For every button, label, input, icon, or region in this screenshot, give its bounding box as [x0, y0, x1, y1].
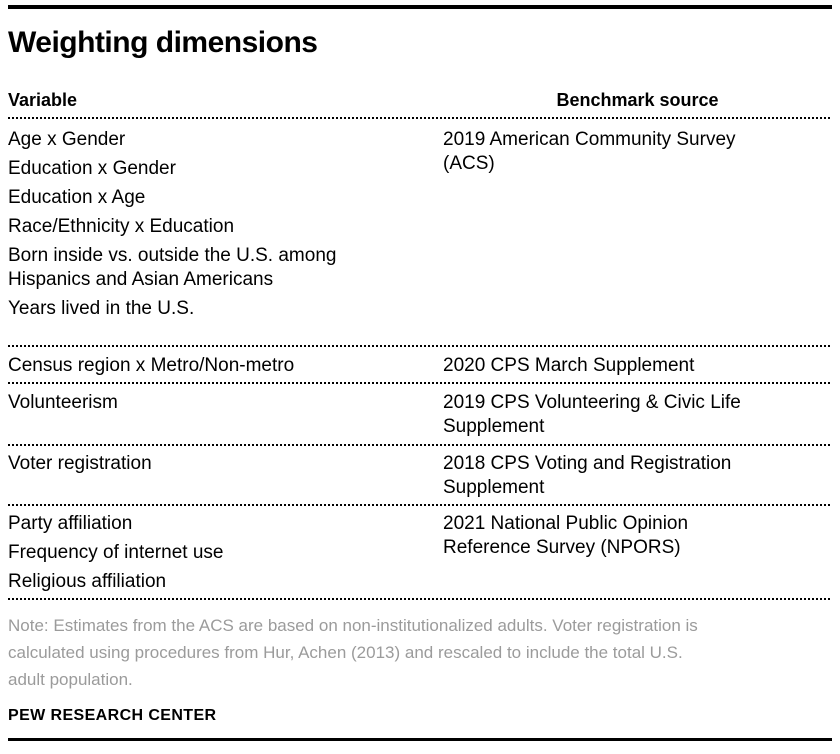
- variable-item: Education x Gender: [8, 157, 443, 181]
- source-line: 2018 CPS Voting and Registration: [443, 453, 732, 474]
- variable-line: Volunteerism: [8, 392, 118, 413]
- source-line: Supplement: [443, 477, 545, 498]
- source-line: 2021 National Public Opinion: [443, 513, 689, 534]
- row-separator: [8, 444, 832, 446]
- table-row: Volunteerism 2019 CPS Volunteering & Civ…: [8, 384, 832, 444]
- weighting-table: Variable Benchmark source Age x Gender E…: [8, 89, 832, 600]
- source-line: Reference Survey (NPORS): [443, 537, 681, 558]
- row-separator: [8, 345, 832, 347]
- variable-line: Hispanics and Asian Americans: [8, 269, 274, 290]
- variable-cell: Voter registration: [8, 452, 443, 500]
- variable-line: Census region x Metro/Non-metro: [8, 355, 295, 376]
- row-separator: [8, 382, 832, 384]
- variable-item: Volunteerism: [8, 391, 443, 415]
- variable-item: Race/Ethnicity x Education: [8, 215, 443, 239]
- variable-line: Religious affiliation: [8, 571, 167, 592]
- variable-item: Frequency of internet use: [8, 541, 443, 565]
- variable-cell: Age x Gender Education x Gender Educatio…: [8, 128, 443, 321]
- note-line: calculated using procedures from Hur, Ac…: [8, 643, 683, 662]
- variable-item: Voter registration: [8, 452, 443, 476]
- source-attribution: PEW RESEARCH CENTER: [8, 707, 217, 724]
- table-row: Party affiliation Frequency of internet …: [8, 506, 832, 598]
- variable-cell: Volunteerism: [8, 391, 443, 439]
- source-line: (ACS): [443, 153, 495, 174]
- bottom-border-rule: [8, 738, 832, 741]
- variable-line: Education x Gender: [8, 158, 176, 179]
- source-line: 2020 CPS March Supplement: [443, 355, 695, 376]
- table-row: Census region x Metro/Non-metro 2020 CPS…: [8, 347, 832, 382]
- variable-item: Education x Age: [8, 186, 443, 210]
- source-cell: 2019 American Community Survey (ACS): [443, 128, 832, 321]
- page-title: Weighting dimensions: [8, 26, 318, 59]
- variable-line: Education x Age: [8, 187, 146, 208]
- row-separator: [8, 117, 832, 119]
- source-line: 2019 CPS Volunteering & Civic Life: [443, 392, 741, 413]
- source-cell: 2020 CPS March Supplement: [443, 354, 832, 378]
- table-header-row: Variable Benchmark source: [8, 89, 832, 117]
- note-text: Note: Estimates from the ACS are based o…: [8, 612, 832, 693]
- table-row: Voter registration 2018 CPS Voting and R…: [8, 446, 832, 504]
- note-line: adult population.: [8, 670, 133, 689]
- variable-cell: Census region x Metro/Non-metro: [8, 354, 443, 378]
- variable-item: Census region x Metro/Non-metro: [8, 354, 443, 378]
- variable-line: Party affiliation: [8, 513, 133, 534]
- variable-line: Born inside vs. outside the U.S. among: [8, 245, 337, 266]
- row-separator: [8, 598, 832, 600]
- variable-line: Race/Ethnicity x Education: [8, 216, 235, 237]
- source-cell: 2018 CPS Voting and Registration Supplem…: [443, 452, 832, 500]
- source-cell: 2021 National Public Opinion Reference S…: [443, 512, 832, 594]
- note-line: Note: Estimates from the ACS are based o…: [8, 616, 698, 635]
- variable-item: Religious affiliation: [8, 570, 443, 594]
- source-line: 2019 American Community Survey: [443, 129, 736, 150]
- variable-item: Party affiliation: [8, 512, 443, 536]
- variable-item: Age x Gender: [8, 128, 443, 152]
- variable-cell: Party affiliation Frequency of internet …: [8, 512, 443, 594]
- variable-line: Age x Gender: [8, 129, 126, 150]
- top-border-rule: [8, 5, 832, 9]
- row-separator: [8, 504, 832, 506]
- variable-line: Voter registration: [8, 453, 152, 474]
- variable-item: Born inside vs. outside the U.S. among H…: [8, 244, 443, 292]
- source-line: Supplement: [443, 416, 545, 437]
- variable-item: Years lived in the U.S.: [8, 297, 443, 321]
- source-cell: 2019 CPS Volunteering & Civic Life Suppl…: [443, 391, 832, 439]
- variable-line: Frequency of internet use: [8, 542, 224, 563]
- column-header-variable: Variable: [8, 90, 78, 110]
- column-header-benchmark-source: Benchmark source: [556, 90, 719, 110]
- variable-line: Years lived in the U.S.: [8, 298, 195, 319]
- table-row: Age x Gender Education x Gender Educatio…: [8, 119, 832, 345]
